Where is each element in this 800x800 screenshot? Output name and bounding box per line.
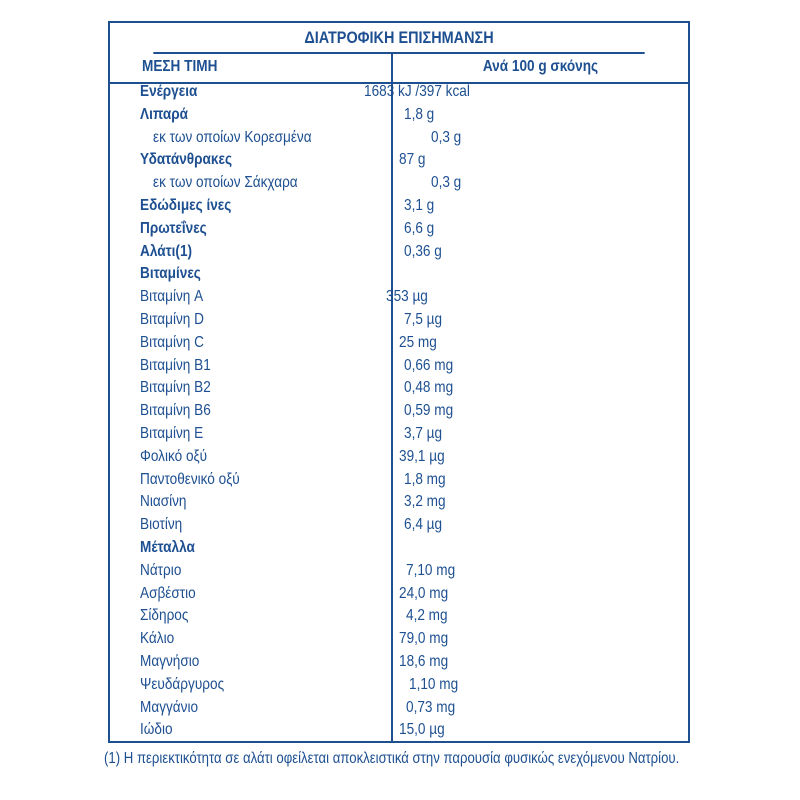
table-row: Πρωτεΐνες 6,6 g xyxy=(110,218,688,240)
table-row: εκ των οποίων Κορεσμένα 0,3 g xyxy=(110,127,688,149)
nutrient-label: Μαγνήσιο xyxy=(140,653,200,670)
nutrient-value: 25 mg xyxy=(399,333,437,351)
nutrient-value: 1,8 mg xyxy=(404,470,446,488)
table-row: Ενέργεια 1683 kJ /397 kcal xyxy=(110,81,688,103)
nutrient-value: 15,0 µg xyxy=(399,721,445,739)
table-row: Μαγγάνιο 0,73 mg xyxy=(110,697,688,719)
header-col2: Ανά 100 g σκόνης xyxy=(482,58,599,75)
nutrient-label: Βιταμίνη E xyxy=(140,425,204,442)
header-col1: ΜΕΣΗ ΤΙΜΗ xyxy=(142,58,218,75)
nutrient-label: Βιταμίνες xyxy=(140,265,201,283)
nutrient-label: Υδατάνθρακες xyxy=(140,151,233,169)
nutrient-value: 0,73 mg xyxy=(406,698,456,716)
nutrient-value: 1,8 g xyxy=(404,105,435,123)
nutrient-value: 7,10 mg xyxy=(406,561,456,579)
table-row: Λιπαρά 1,8 g xyxy=(110,104,688,126)
table-row: Ιώδιο 15,0 µg xyxy=(110,719,688,741)
table-row: Βιταμίνη C 25 mg xyxy=(110,332,688,354)
nutrient-value: 79,0 mg xyxy=(399,630,449,648)
nutrition-table: ΔΙΑΤΡΟΦΙΚΗ ΕΠΙΣΗΜΑΝΣΗ ΜΕΣΗ ΤΙΜΗ Ανά 100 … xyxy=(108,21,690,743)
header-row: ΜΕΣΗ ΤΙΜΗ Ανά 100 g σκόνης xyxy=(110,52,688,84)
nutrient-label: Μαγγάνιο xyxy=(140,698,199,716)
nutrient-label: Φολικό οξύ xyxy=(140,447,208,465)
table-row: Νάτριο 7,10 mg xyxy=(110,560,688,582)
table-row: Βιταμίνη D 7,5 µg xyxy=(110,309,688,331)
column-divider xyxy=(391,52,393,741)
nutrient-value: 1,10 mg xyxy=(409,675,459,693)
nutrient-value: 39,1 µg xyxy=(399,447,445,465)
nutrient-value: 24,0 mg xyxy=(399,584,449,602)
table-row: Βιταμίνες xyxy=(110,263,688,285)
nutrient-value: 7,5 µg xyxy=(404,311,443,328)
nutrient-label: εκ των οποίων Κορεσμένα xyxy=(153,128,312,146)
table-title: ΔΙΑΤΡΟΦΙΚΗ ΕΠΙΣΗΜΑΝΣΗ xyxy=(153,23,645,54)
nutrient-label: Πρωτεΐνες xyxy=(140,219,207,237)
nutrient-label: Νιασίνη xyxy=(140,493,187,511)
nutrient-value: 3,7 µg xyxy=(404,425,443,442)
nutrient-label: Αλάτι(1) xyxy=(140,242,193,260)
nutrient-label: Εδώδιμες ίνες xyxy=(140,197,232,214)
nutrient-value: 87 g xyxy=(399,151,426,169)
nutrient-value: 3,2 mg xyxy=(404,493,446,511)
table-row: εκ των οποίων Σάκχαρα 0,3 g xyxy=(110,172,688,194)
nutrient-label: Σίδηρος xyxy=(140,607,189,625)
table-row: Βιταμίνη B2 0,48 mg xyxy=(110,377,688,399)
table-row: Νιασίνη 3,2 mg xyxy=(110,491,688,513)
table-row: Μαγνήσιο 18,6 mg xyxy=(110,651,688,673)
nutrient-label: Λιπαρά xyxy=(140,105,189,123)
nutrient-value: 1683 kJ /397 kcal xyxy=(364,83,470,100)
table-row: Βιταμίνη A 353 µg xyxy=(110,286,688,308)
nutrient-value: 4,2 mg xyxy=(406,607,448,625)
nutrient-label: Νάτριο xyxy=(140,561,182,579)
nutrient-value: 0,66 mg xyxy=(404,356,454,374)
table-row: Βιταμίνη B6 0,59 mg xyxy=(110,400,688,422)
table-row: Βιταμίνη B1 0,66 mg xyxy=(110,355,688,377)
table-row: Σίδηρος 4,2 mg xyxy=(110,605,688,627)
nutrient-label: Βιταμίνη C xyxy=(140,333,204,351)
table-row: Υδατάνθρακες 87 g xyxy=(110,149,688,171)
table-row: Κάλιο 79,0 mg xyxy=(110,628,688,650)
nutrient-label: Ψευδάργυρος xyxy=(140,675,225,693)
nutrient-value: 6,6 g xyxy=(404,219,435,237)
table-row: Ασβέστιο 24,0 mg xyxy=(110,583,688,605)
nutrient-label: Βιταμίνη B2 xyxy=(140,379,211,397)
table-row: Εδώδιμες ίνες 3,1 g xyxy=(110,195,688,217)
table-row: Βιοτίνη 6,4 µg xyxy=(110,514,688,536)
table-row: Βιταμίνη E 3,7 µg xyxy=(110,423,688,445)
nutrient-label: Βιταμίνη B6 xyxy=(140,402,211,420)
footnote: (1) Η περιεκτικότητα σε αλάτι οφείλεται … xyxy=(104,750,680,767)
nutrient-value: 0,3 g xyxy=(431,128,462,146)
nutrient-value: 353 µg xyxy=(386,288,428,306)
table-row: Φολικό οξύ 39,1 µg xyxy=(110,446,688,468)
nutrient-label: Ενέργεια xyxy=(140,83,198,100)
nutrient-label: Κάλιο xyxy=(140,630,175,648)
table-row: Παντοθενικό οξύ 1,8 mg xyxy=(110,469,688,491)
nutrient-label: Βιταμίνη D xyxy=(140,311,204,328)
table-row: Ψευδάργυρος 1,10 mg xyxy=(110,674,688,696)
nutrient-label: Βιταμίνη A xyxy=(140,288,204,306)
nutrient-label: Βιοτίνη xyxy=(140,516,183,534)
nutrient-value: 6,4 µg xyxy=(404,516,443,534)
nutrient-value: 18,6 mg xyxy=(399,653,449,670)
nutrient-label: εκ των οποίων Σάκχαρα xyxy=(153,174,298,192)
nutrient-value: 0,3 g xyxy=(431,174,462,192)
nutrient-value: 0,59 mg xyxy=(404,402,454,420)
nutrient-value: 0,36 g xyxy=(404,242,442,260)
table-row: Αλάτι(1) 0,36 g xyxy=(110,241,688,263)
nutrient-value: 3,1 g xyxy=(404,197,435,214)
nutrient-label: Ιώδιο xyxy=(140,721,173,739)
nutrient-label: Μέταλλα xyxy=(140,539,195,556)
table-row: Μέταλλα xyxy=(110,537,688,559)
nutrient-label: Βιταμίνη B1 xyxy=(140,356,211,374)
nutrient-label: Ασβέστιο xyxy=(140,584,196,602)
nutrient-label: Παντοθενικό οξύ xyxy=(140,470,240,488)
nutrient-value: 0,48 mg xyxy=(404,379,454,397)
